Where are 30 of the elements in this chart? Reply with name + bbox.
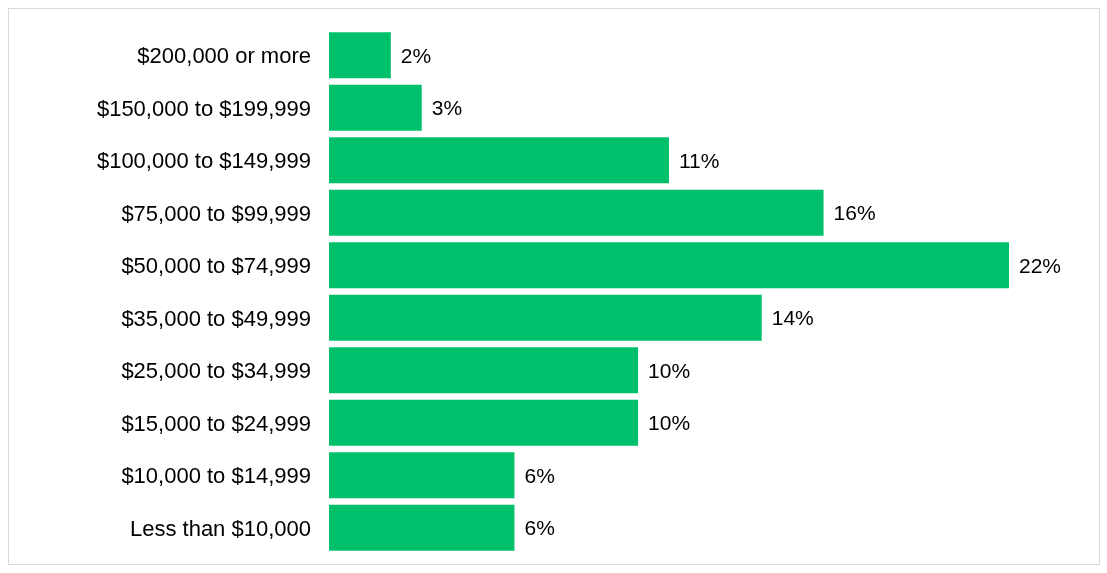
data-label: 10% (648, 358, 691, 382)
y-tick-label: $25,000 to $34,999 (121, 358, 311, 384)
data-label: 6% (524, 516, 555, 540)
data-label: 14% (771, 306, 814, 330)
data-label: 16% (833, 201, 876, 225)
bar (329, 242, 1009, 289)
y-tick-label: $35,000 to $49,999 (121, 305, 311, 331)
y-tick-label: $200,000 or more (137, 43, 311, 69)
data-label: 3% (431, 96, 463, 120)
bar (329, 452, 515, 499)
y-tick-label: $15,000 to $24,999 (121, 410, 311, 436)
bar (329, 294, 762, 341)
bar (329, 399, 639, 446)
y-tick-label: $10,000 to $14,999 (121, 463, 311, 489)
y-tick-label: $50,000 to $74,999 (121, 253, 311, 279)
bar (329, 137, 669, 184)
data-label: 2% (400, 43, 432, 67)
y-tick-label: $75,000 to $99,999 (121, 200, 311, 226)
bar (329, 347, 639, 394)
y-tick-label: $100,000 to $149,999 (96, 148, 311, 174)
data-label: 6% (524, 463, 555, 487)
data-label: 22% (1019, 253, 1062, 277)
data-label: 11% (679, 148, 720, 172)
bar (329, 504, 515, 551)
bar (329, 32, 391, 79)
data-label: 10% (648, 411, 691, 435)
bar (329, 84, 422, 131)
y-tick-label: $150,000 to $199,999 (96, 95, 311, 121)
y-tick-label: Less than $10,000 (129, 515, 311, 541)
bar (329, 189, 824, 236)
